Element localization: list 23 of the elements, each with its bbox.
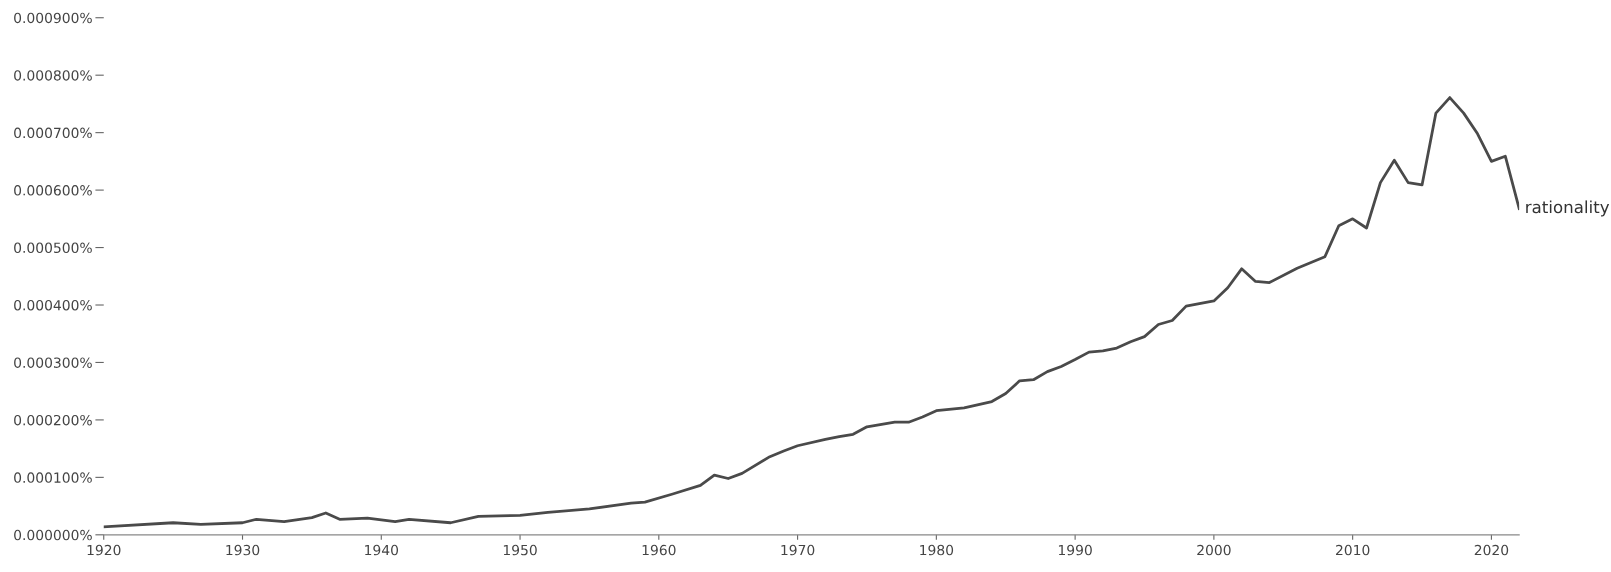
y-tick-label: 0.000800%	[14, 70, 92, 81]
x-tick-label: 1990	[1058, 544, 1092, 556]
x-tick-label: 2000	[1197, 544, 1231, 556]
line-series	[103, 96, 1520, 529]
y-tick-label: 0.000200%	[14, 414, 92, 426]
y-tick-label: 0.000000%	[14, 529, 92, 541]
x-tick-label: 1960	[642, 544, 676, 556]
y-tick-label: 0.000100%	[14, 472, 92, 483]
x-tick-label: 1950	[503, 544, 537, 556]
y-tick-label: 0.000300%	[14, 357, 92, 368]
y-tick-label: 0.000600%	[14, 185, 92, 196]
x-tick-label: 1920	[87, 544, 121, 556]
x-tick-label: 1930	[226, 544, 260, 556]
y-tick-label: 0.000400%	[14, 299, 92, 311]
x-tick-label: 2020	[1474, 544, 1509, 556]
series-label: rationality	[1526, 200, 1610, 217]
y-tick-label: 0.000900%	[14, 12, 92, 24]
y-tick-label: 0.000700%	[14, 127, 92, 139]
x-tick-label: 1970	[781, 544, 815, 556]
y-tick-label: 0.000500%	[14, 242, 92, 254]
x-tick-label: 1980	[920, 544, 954, 556]
x-tick-label: 2010	[1336, 544, 1370, 556]
x-tick-label: 1940	[365, 544, 399, 556]
